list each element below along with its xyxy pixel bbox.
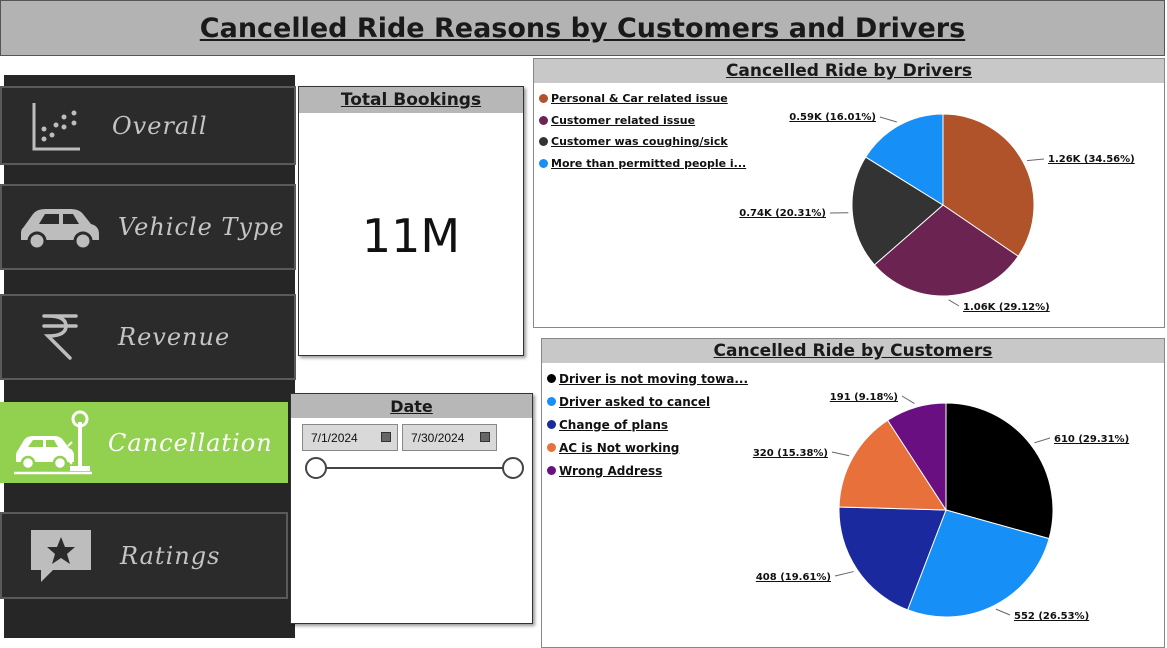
pie-leader-line <box>995 608 1011 616</box>
pie-slice[interactable] <box>864 113 944 206</box>
nav-label-ratings: Ratings <box>120 541 221 570</box>
total-bookings-card: Total Bookings 11M <box>298 86 524 356</box>
page-title: Cancelled Ride Reasons by Customers and … <box>199 12 966 44</box>
pie-slice[interactable] <box>942 113 1035 257</box>
pie-leader-line <box>901 395 915 405</box>
customers-chart-panel: Cancelled Ride by Customers Driver is no… <box>541 338 1165 648</box>
legend-item[interactable]: Wrong Address <box>547 459 748 482</box>
start-date-value: 7/1/2024 <box>311 430 358 445</box>
nav-item-cancellation[interactable]: Cancellation <box>0 402 288 483</box>
pie-slice[interactable] <box>838 506 947 611</box>
legend-label: Personal & Car related issue <box>551 92 728 106</box>
legend-item[interactable]: Customer related issue <box>539 110 746 132</box>
pie-data-label: 191 (9.18%) <box>830 392 898 403</box>
legend-item[interactable]: Change of plans <box>547 413 748 436</box>
pie-slice[interactable] <box>886 402 947 512</box>
date-range-slider-track[interactable] <box>316 467 513 469</box>
legend-item[interactable]: Driver is not moving towa... <box>547 367 748 390</box>
nav-item-revenue[interactable]: Revenue <box>0 294 296 380</box>
drivers-chart-panel: Cancelled Ride by Drivers Personal & Car… <box>533 58 1165 328</box>
date-range-end-handle[interactable] <box>502 457 524 479</box>
nav-item-ratings[interactable]: Ratings <box>0 512 288 599</box>
date-range-start-handle[interactable] <box>305 457 327 479</box>
pie-data-label: 552 (26.53%) <box>1014 611 1089 622</box>
customers-chart-legend: Driver is not moving towa... Driver aske… <box>547 367 748 482</box>
pie-leader-line <box>831 451 850 457</box>
pie-data-label: 0.74K (20.31%) <box>739 208 826 219</box>
drivers-chart-title: Cancelled Ride by Drivers <box>534 59 1164 83</box>
car-crash-icon <box>0 410 108 476</box>
pie-data-label: 320 (15.38%) <box>753 448 828 459</box>
pie-data-label: 408 (19.61%) <box>756 572 831 583</box>
legend-swatch <box>539 115 548 125</box>
legend-label: Driver asked to cancel <box>559 394 711 409</box>
pie-data-label: 0.59K (16.01%) <box>789 112 876 123</box>
header-bar: Cancelled Ride Reasons by Customers and … <box>0 0 1165 56</box>
pie-slice[interactable] <box>945 402 1054 540</box>
legend-label: More than permitted people i... <box>551 156 747 170</box>
start-date-input[interactable]: 7/1/2024 <box>302 424 398 451</box>
legend-item[interactable]: Customer was coughing/sick <box>539 131 746 153</box>
drivers-chart-legend: Personal & Car related issue Customer re… <box>539 88 746 174</box>
calendar-icon[interactable] <box>480 432 490 442</box>
scatter-chart-icon <box>2 99 112 153</box>
car-icon <box>2 204 118 250</box>
legend-item[interactable]: More than permitted people i... <box>539 153 746 175</box>
pie-data-label: 610 (29.31%) <box>1054 434 1129 445</box>
legend-swatch <box>547 466 556 475</box>
pie-slice[interactable] <box>851 156 944 266</box>
legend-label: Wrong Address <box>559 463 663 478</box>
customers-pie-chart: 610 (29.31%) 552 (26.53%) 408 (19.61%) 320 … <box>753 392 1129 622</box>
date-slicer: Date 7/1/2024 7/30/2024 <box>290 393 533 624</box>
drivers-pie-chart: 1.26K (34.56%) 1.06K (29.12%) 0.74K (20.31… <box>739 112 1135 313</box>
legend-swatch <box>547 420 556 429</box>
pie-slice[interactable] <box>873 204 1019 297</box>
legend-item[interactable]: AC is Not working <box>547 436 748 459</box>
calendar-icon[interactable] <box>381 432 391 442</box>
pie-leader-line <box>834 571 854 577</box>
pie-leader-line <box>1026 158 1045 162</box>
nav-label-revenue: Revenue <box>118 323 231 351</box>
nav-item-overall[interactable]: Overall <box>0 86 296 165</box>
legend-label: Customer was coughing/sick <box>551 135 728 149</box>
legend-swatch <box>547 397 556 406</box>
pie-data-label: 1.26K (34.56%) <box>1048 154 1135 165</box>
pie-leader-line <box>879 116 897 123</box>
rupee-icon <box>2 312 118 362</box>
nav-label-overall: Overall <box>112 111 208 140</box>
legend-swatch <box>547 443 556 452</box>
pie-leader-line <box>1034 437 1051 444</box>
star-chat-icon <box>2 528 120 584</box>
pie-data-label: 1.06K (29.12%) <box>963 302 1050 313</box>
legend-swatch <box>547 374 556 383</box>
pie-leader-line <box>948 299 960 307</box>
legend-label: Customer related issue <box>551 113 696 127</box>
nav-label-vehicle-type: Vehicle Type <box>118 213 285 241</box>
legend-label: Change of plans <box>559 417 669 432</box>
legend-swatch <box>539 137 548 147</box>
legend-item[interactable]: Driver asked to cancel <box>547 390 748 413</box>
total-bookings-value: 11M <box>361 209 461 263</box>
end-date-input[interactable]: 7/30/2024 <box>402 424 497 451</box>
date-slicer-title: Date <box>291 394 532 418</box>
nav-label-cancellation: Cancellation <box>108 428 273 457</box>
customers-chart-title: Cancelled Ride by Customers <box>542 339 1164 363</box>
pie-slice[interactable] <box>906 509 1050 618</box>
end-date-value: 7/30/2024 <box>411 430 465 445</box>
nav-item-vehicle-type[interactable]: Vehicle Type <box>0 184 296 270</box>
legend-label: AC is Not working <box>559 440 680 455</box>
pie-slice[interactable] <box>838 419 947 511</box>
legend-swatch <box>539 158 548 168</box>
total-bookings-title: Total Bookings <box>299 87 523 113</box>
legend-label: Driver is not moving towa... <box>559 371 749 386</box>
legend-item[interactable]: Personal & Car related issue <box>539 88 746 110</box>
legend-swatch <box>539 94 548 104</box>
